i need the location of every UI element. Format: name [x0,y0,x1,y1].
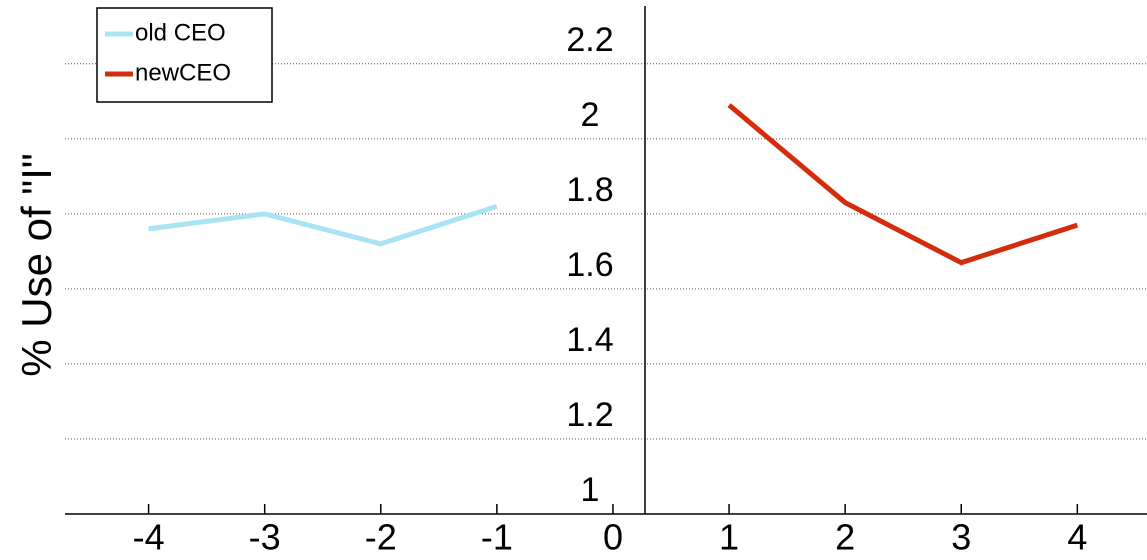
y-tick-label: 2.2 [566,21,613,59]
series-line [148,203,498,247]
y-tick-label: 2 [581,96,600,134]
y-tick-label: 1.2 [566,396,613,434]
x-tick-label: 3 [951,517,971,558]
legend-label: newCEO [135,59,231,86]
x-tick-label: 1 [719,517,739,558]
x-tick-label: 4 [1067,517,1087,558]
x-tick-label: -1 [481,517,513,558]
y-axis-label: % Use of "I" [13,153,60,377]
series-line [727,103,1079,266]
y-tick-label: 1.4 [566,321,613,359]
y-tick-label: 1.8 [566,171,613,209]
x-tick-label: -4 [133,517,165,558]
legend-box [96,7,273,103]
legend-label: old CEO [135,19,226,46]
x-tick-label: -2 [365,517,397,558]
y-tick-label: 1.6 [566,246,613,284]
x-tick-label: -3 [249,517,281,558]
y-tick-label: 1 [581,471,600,509]
x-tick-label: 0 [603,517,623,558]
x-tick-label: 2 [835,517,855,558]
